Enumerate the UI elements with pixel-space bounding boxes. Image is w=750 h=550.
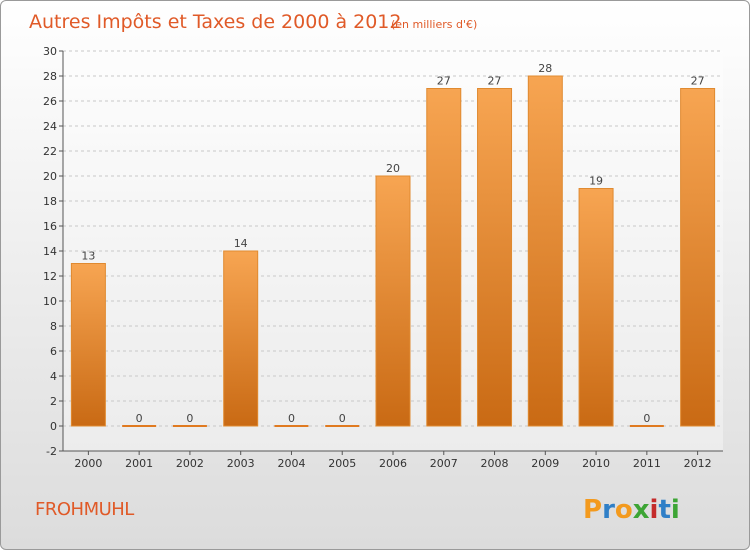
x-tick-label: 2005 <box>328 457 356 470</box>
data-label: 27 <box>691 75 705 88</box>
y-tick-label: 18 <box>43 195 57 208</box>
data-label: 14 <box>234 237 248 250</box>
y-tick-label: 24 <box>43 120 57 133</box>
bar <box>223 250 259 427</box>
bar <box>426 88 462 427</box>
chart-title: Autres Impôts et Taxes de 2000 à 2012 <box>29 11 402 33</box>
y-tick-label: 28 <box>43 70 57 83</box>
x-tick-label: 2011 <box>633 457 661 470</box>
x-tick-label: 2001 <box>125 457 153 470</box>
y-tick-label: 4 <box>50 370 57 383</box>
data-label: 27 <box>437 75 451 88</box>
y-tick-label: 8 <box>50 320 57 333</box>
y-tick-label: 12 <box>43 270 57 283</box>
data-label: 0 <box>186 412 193 425</box>
y-tick-label: 6 <box>50 345 57 358</box>
y-tick-label: -2 <box>46 445 57 458</box>
y-tick-label: 30 <box>43 45 57 58</box>
bar <box>375 175 411 427</box>
logo-letter: i <box>671 495 680 525</box>
y-tick-label: 22 <box>43 145 57 158</box>
logo-letter: o <box>615 495 633 525</box>
x-tick-label: 2012 <box>684 457 712 470</box>
bar <box>70 263 106 427</box>
data-label: 28 <box>538 62 552 75</box>
y-tick-label: 26 <box>43 95 57 108</box>
x-tick-label: 2010 <box>582 457 610 470</box>
bar <box>527 75 563 427</box>
data-label: 27 <box>488 75 502 88</box>
data-label: 0 <box>339 412 346 425</box>
logo-letter: t <box>658 495 670 525</box>
plot-area: -202468101214161820222426283013200002001… <box>43 45 723 470</box>
x-tick-label: 2004 <box>277 457 305 470</box>
y-tick-label: 20 <box>43 170 57 183</box>
bar <box>578 188 614 427</box>
y-tick-label: 2 <box>50 395 57 408</box>
chart-subtitle: (en milliers d'€) <box>391 18 477 31</box>
x-tick-label: 2000 <box>74 457 102 470</box>
logo-letter: P <box>583 495 602 525</box>
data-label: 0 <box>288 412 295 425</box>
bar <box>680 88 716 427</box>
data-label: 13 <box>81 250 95 263</box>
data-label: 0 <box>643 412 650 425</box>
x-tick-label: 2008 <box>481 457 509 470</box>
data-label: 19 <box>589 175 603 188</box>
y-tick-label: 16 <box>43 220 57 233</box>
y-tick-label: 10 <box>43 295 57 308</box>
commune-name: FROHMUHL <box>35 499 134 520</box>
bar <box>477 88 513 427</box>
proxiti-logo: Proxiti <box>583 495 680 525</box>
y-tick-label: 14 <box>43 245 57 258</box>
logo-letter: x <box>633 495 650 525</box>
x-tick-label: 2009 <box>531 457 559 470</box>
y-tick-label: 0 <box>50 420 57 433</box>
data-label: 20 <box>386 162 400 175</box>
x-tick-label: 2007 <box>430 457 458 470</box>
x-tick-label: 2006 <box>379 457 407 470</box>
logo-letter: i <box>650 495 659 525</box>
logo-letter: r <box>602 495 615 525</box>
data-label: 0 <box>136 412 143 425</box>
x-tick-label: 2003 <box>227 457 255 470</box>
x-tick-label: 2002 <box>176 457 204 470</box>
